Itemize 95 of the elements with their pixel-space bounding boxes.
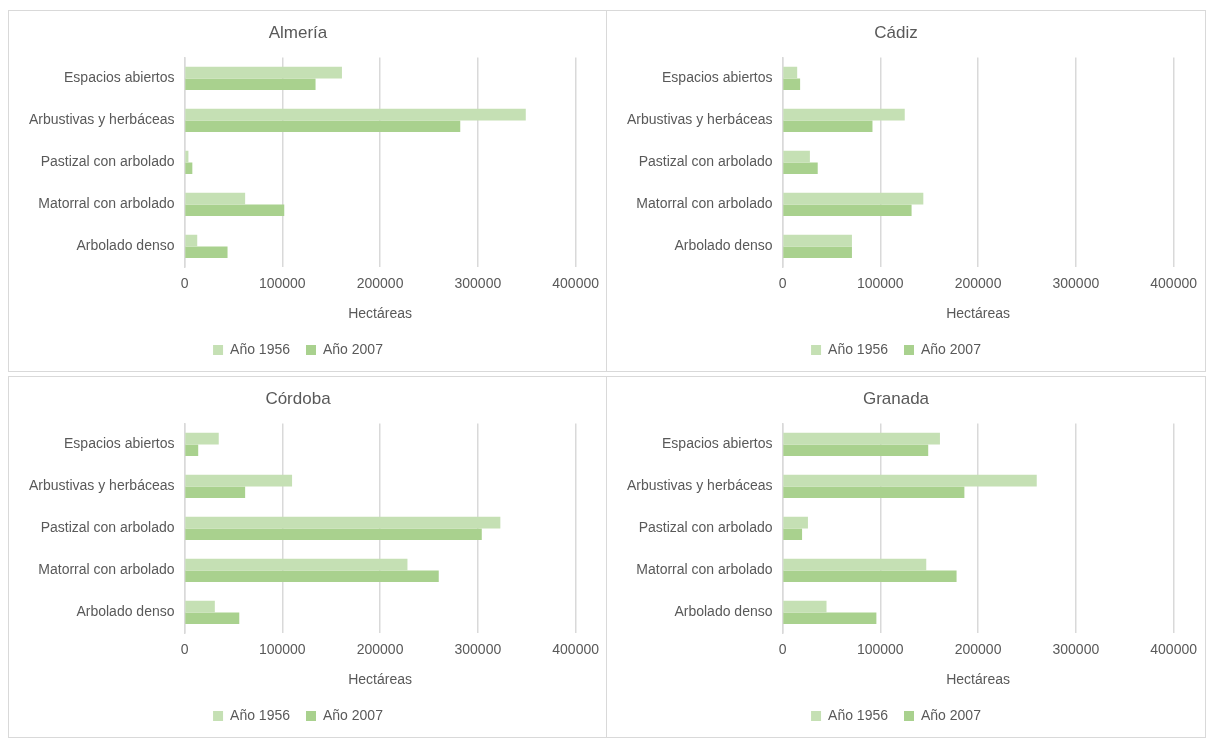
- legend-label: Año 2007: [323, 340, 384, 357]
- bar: [783, 486, 965, 498]
- chart-title: Almería: [268, 22, 328, 42]
- bar: [185, 486, 246, 498]
- x-axis-title: Hectáreas: [348, 671, 412, 688]
- bar: [783, 612, 877, 624]
- bar: [185, 204, 285, 216]
- bar: [185, 432, 219, 445]
- y-tick-label: Matorral con arbolado: [38, 195, 175, 212]
- x-tick-label: 400000: [552, 274, 600, 291]
- x-tick-label: 0: [778, 640, 787, 657]
- x-tick-label: 300000: [1052, 274, 1100, 291]
- y-tick-label: Espacios abiertos: [662, 435, 773, 452]
- y-tick-label: Matorral con arbolado: [636, 561, 773, 578]
- bar: [185, 516, 501, 529]
- chart-title: Granada: [862, 388, 930, 408]
- legend-label: Año 2007: [323, 706, 384, 723]
- x-tick-label: 200000: [954, 274, 1002, 291]
- y-tick-label: Arbolado denso: [674, 603, 773, 620]
- x-tick-label: 200000: [356, 274, 404, 291]
- x-tick-label: 400000: [552, 640, 600, 657]
- legend-label: Año 1956: [828, 706, 889, 723]
- y-tick-label: Pastizal con arbolado: [40, 153, 175, 170]
- bar: [783, 162, 818, 174]
- x-tick-label: 300000: [454, 640, 502, 657]
- bar: [783, 150, 810, 163]
- y-tick-label: Matorral con arbolado: [636, 195, 773, 212]
- x-axis-title: Hectáreas: [348, 305, 412, 322]
- x-tick-label: 200000: [954, 640, 1002, 657]
- bar: [783, 558, 927, 571]
- bar: [783, 234, 852, 247]
- x-axis-title: Hectáreas: [946, 671, 1010, 688]
- y-tick-label: Pastizal con arbolado: [638, 153, 773, 170]
- x-tick-label: 100000: [856, 274, 904, 291]
- legend-label: Año 1956: [828, 340, 889, 357]
- y-tick-label: Pastizal con arbolado: [638, 519, 773, 536]
- chart-title: Cádiz: [874, 22, 918, 42]
- y-tick-label: Arbustivas y herbáceas: [626, 477, 773, 494]
- y-tick-label: Espacios abiertos: [64, 435, 175, 452]
- bar: [185, 162, 193, 174]
- bar: [185, 66, 342, 79]
- bar: [783, 474, 1037, 487]
- bar: [783, 78, 801, 90]
- bar: [185, 246, 228, 258]
- bar: [185, 78, 316, 90]
- bar: [783, 432, 940, 445]
- bar: [185, 558, 408, 571]
- bar: [783, 246, 852, 258]
- x-tick-label: 200000: [356, 640, 404, 657]
- x-tick-label: 0: [180, 640, 189, 657]
- x-tick-label: 100000: [856, 640, 904, 657]
- chart-title: Córdoba: [265, 388, 332, 408]
- bar: [185, 234, 198, 247]
- x-tick-label: 100000: [258, 274, 306, 291]
- y-tick-label: Arbustivas y herbáceas: [28, 111, 175, 128]
- y-tick-label: Espacios abiertos: [64, 69, 175, 86]
- bar: [783, 528, 803, 540]
- x-axis-title: Hectáreas: [946, 305, 1010, 322]
- bar: [185, 444, 199, 456]
- bar: [783, 66, 798, 79]
- x-tick-label: 300000: [1052, 640, 1100, 657]
- bar: [783, 444, 929, 456]
- bar: [185, 570, 439, 582]
- bar: [185, 600, 215, 613]
- x-tick-label: 0: [778, 274, 787, 291]
- bar: [185, 474, 293, 487]
- bar: [185, 192, 246, 205]
- x-tick-label: 300000: [454, 274, 502, 291]
- bar: [783, 120, 873, 132]
- y-tick-label: Arbustivas y herbáceas: [626, 111, 773, 128]
- bar: [783, 108, 905, 121]
- bar: [185, 528, 482, 540]
- legend-label: Año 2007: [921, 340, 982, 357]
- bar: [783, 192, 924, 205]
- bar: [783, 570, 957, 582]
- x-tick-label: 400000: [1150, 640, 1198, 657]
- x-tick-label: 0: [180, 274, 189, 291]
- y-tick-label: Pastizal con arbolado: [40, 519, 175, 536]
- y-tick-label: Matorral con arbolado: [38, 561, 175, 578]
- x-tick-label: 100000: [258, 640, 306, 657]
- bar: [783, 516, 808, 529]
- y-tick-label: Arbolado denso: [76, 237, 175, 254]
- y-tick-label: Espacios abiertos: [662, 69, 773, 86]
- bar: [783, 204, 912, 216]
- bar: [185, 120, 461, 132]
- y-tick-label: Arbustivas y herbáceas: [28, 477, 175, 494]
- bar: [783, 600, 827, 613]
- legend-label: Año 2007: [921, 706, 982, 723]
- y-tick-label: Arbolado denso: [76, 603, 175, 620]
- bar: [185, 108, 526, 121]
- bar: [185, 612, 240, 624]
- legend-label: Año 1956: [230, 706, 291, 723]
- y-tick-label: Arbolado denso: [674, 237, 773, 254]
- legend-label: Año 1956: [230, 340, 291, 357]
- x-tick-label: 400000: [1150, 274, 1198, 291]
